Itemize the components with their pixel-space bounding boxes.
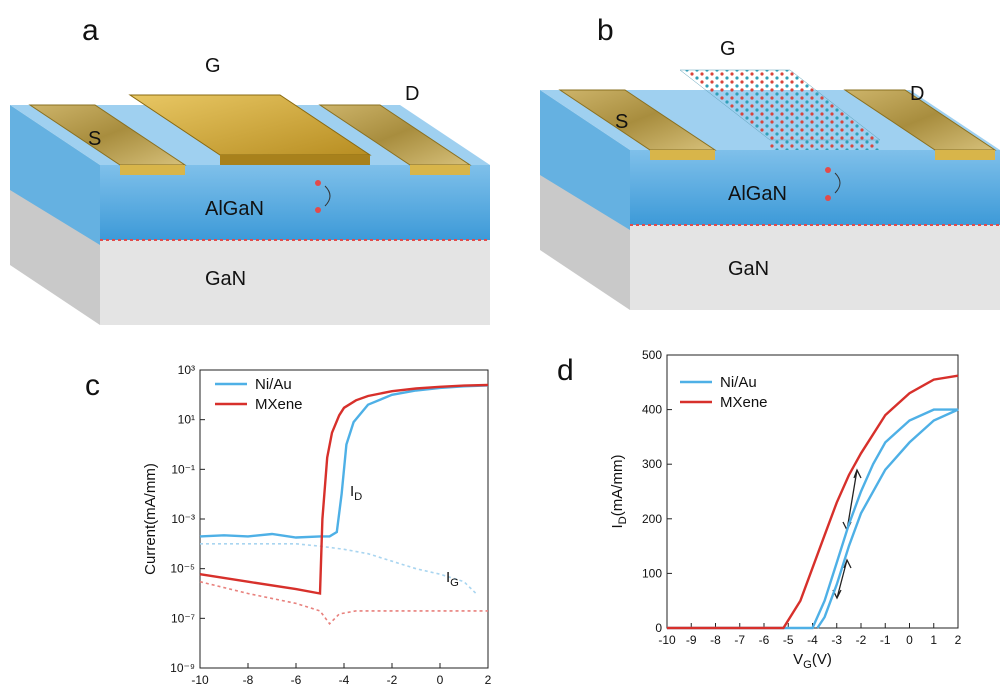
y-axis-label-part: D [617,516,629,524]
legend-label: MXene [255,396,303,413]
x-tick-label: 2 [955,633,962,647]
charge-dot [315,180,321,186]
source-label: S [615,111,628,133]
charge-dot [315,207,321,213]
y-tick-label: 10⁻⁹ [170,661,195,675]
y-tick-label: 10⁻¹ [171,462,195,476]
x-tick-label: -2 [856,633,867,647]
source-edge [120,165,185,175]
charge-dot [825,195,831,201]
legend-label: Ni/Au [720,374,757,391]
x-tick-label: -5 [783,633,794,647]
substrate-layer [100,240,490,325]
plot-frame [199,369,489,669]
drain-edge [935,150,995,160]
substrate-label: GaN [205,268,246,290]
drain-edge [410,165,470,175]
x-tick-label: -7 [734,633,745,647]
y-axis-label: Current(mA/mm) [142,463,159,575]
y-axis-label-part: I [609,524,626,528]
y-axis-label-part: (mA/mm) [609,455,626,517]
x-tick-label: -10 [658,633,676,647]
y-tick-label: 0 [655,621,662,635]
x-tick-label: -1 [880,633,891,647]
x-tick-label: 2 [485,673,492,687]
barrier-label: AlGaN [205,198,264,220]
gate-label: G [720,38,736,60]
source-label: S [88,128,101,150]
drain-label: D [910,83,924,105]
x-tick-label: -8 [243,673,254,687]
legend-label: MXene [720,394,768,411]
x-tick-label: -9 [686,633,697,647]
y-tick-label: 100 [642,566,662,580]
y-tick-label: 10⁻⁷ [171,611,195,625]
mxene-edge [770,140,880,150]
y-tick-label: 400 [642,403,662,417]
x-axis-label: VG(V) [793,651,832,671]
y-tick-label: 10⁻⁵ [170,562,195,576]
x-axis-label-part: V [793,651,803,668]
annotation-part: I [446,569,450,586]
series-line [667,374,959,630]
substrate-label: GaN [728,258,769,280]
y-tick-label: 10¹ [178,413,195,427]
arrow [324,185,331,207]
annotation-part: G [450,577,459,589]
y-tick-label: 200 [642,512,662,526]
x-tick-label: -3 [831,633,842,647]
annotation: IG [446,569,459,589]
x-tick-label: 0 [906,633,913,647]
y-tick-label: 300 [642,457,662,471]
source-edge [650,150,715,160]
gate-current-line [199,580,488,626]
left-face-barrier [10,105,100,245]
drain-label: D [405,83,419,105]
x-tick-label: -6 [291,673,302,687]
x-tick-label: 0 [437,673,444,687]
x-tick-label: -10 [191,673,209,687]
x-tick-label: -2 [387,673,398,687]
x-tick-label: -4 [339,673,350,687]
x-axis-label-part: G [803,659,812,671]
left-face-barrier [540,90,630,230]
annotation-part: D [354,491,362,503]
x-tick-label: 1 [930,633,937,647]
panel-label: a [82,14,99,47]
y-tick-label: 10⁻³ [171,512,195,526]
device-diagram-a: a G S D AlGaN GaN [10,14,490,325]
annotation-part: I [350,483,354,500]
panel-label: c [85,369,100,402]
substrate-layer [630,225,1000,310]
x-axis-label-part: (V) [812,651,832,668]
series-line [667,408,959,630]
barrier-layer [100,165,490,240]
series-line [199,384,489,539]
x-tick-label: -6 [759,633,770,647]
y-tick-label: 500 [642,348,662,362]
plot-frame [666,354,959,629]
barrier-layer [630,150,1000,225]
gate-current-line [200,543,477,595]
x-tick-label: -8 [710,633,721,647]
panel-label: b [597,14,614,47]
gate-label: G [205,55,221,77]
y-axis-label: ID(mA/mm) [609,455,629,529]
device-diagram-b: b G S D AlGaN GaN [540,14,1000,310]
series-line [199,383,489,595]
annotation: ID [350,483,362,503]
y-tick-label: 10³ [178,363,195,377]
gate-edge [220,155,370,165]
charge-dot [825,167,831,173]
x-tick-label: -4 [807,633,818,647]
legend-label: Ni/Au [255,376,292,393]
arrow [834,172,841,194]
barrier-label: AlGaN [728,183,787,205]
panel-label: d [557,354,574,387]
